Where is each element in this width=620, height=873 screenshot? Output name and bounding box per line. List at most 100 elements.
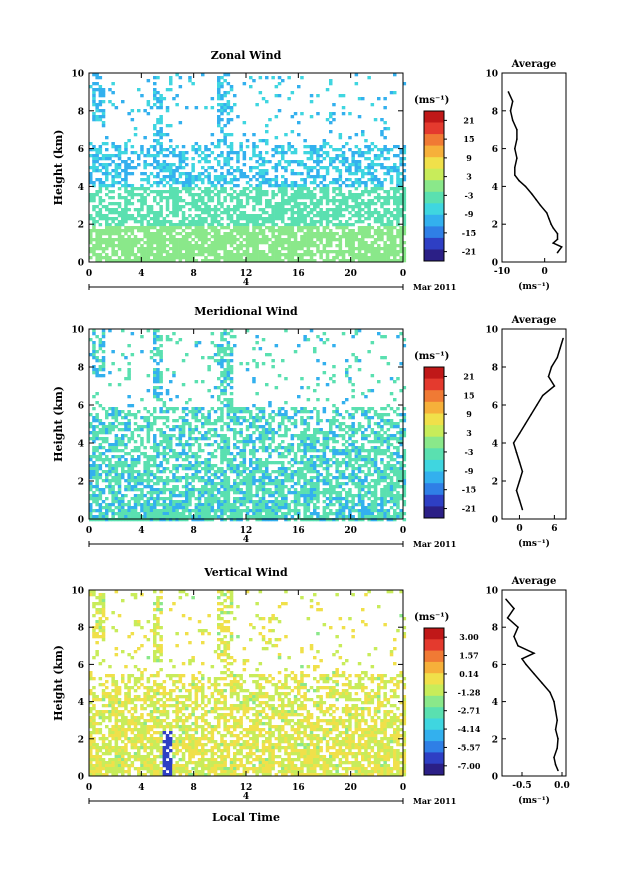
heatmap-cell	[236, 184, 240, 188]
heatmap-cell	[162, 133, 167, 137]
heatmap-cell	[325, 166, 330, 170]
heatmap-cell	[143, 464, 147, 468]
heatmap-cell	[233, 190, 237, 194]
heatmap-cell	[233, 256, 237, 260]
heatmap-cell	[114, 413, 119, 417]
heatmap-cell	[252, 259, 256, 263]
heatmap-cell	[98, 187, 103, 191]
heatmap-cell	[386, 250, 391, 254]
heatmap-cell	[274, 136, 279, 140]
heatmap-cell	[239, 512, 243, 516]
heatmap-cell	[162, 148, 167, 152]
heatmap-cell	[220, 503, 224, 507]
heatmap-cell	[156, 220, 160, 224]
heatmap-cell	[261, 431, 266, 435]
heatmap-cell	[207, 464, 211, 468]
heatmap-cell	[95, 434, 99, 438]
heatmap-cell	[341, 253, 346, 257]
heatmap-cell	[348, 193, 352, 197]
heatmap-cell	[361, 229, 365, 233]
heatmap-cell	[217, 97, 221, 101]
heatmap-cell	[165, 169, 170, 173]
heatmap-cell	[236, 506, 240, 510]
heatmap-cell	[108, 208, 112, 212]
heatmap-cell	[175, 232, 179, 236]
heatmap-cell	[357, 166, 362, 170]
heatmap-cell	[124, 443, 128, 447]
heatmap-cell	[156, 491, 160, 495]
heatmap-cell	[162, 244, 167, 248]
heatmap-cell	[162, 440, 167, 444]
heatmap-cell	[223, 398, 227, 402]
heatmap-cell	[137, 449, 141, 453]
heatmap-cell	[204, 235, 208, 239]
heatmap-cell	[380, 154, 384, 158]
heatmap-cell	[146, 220, 151, 224]
heatmap-cell	[348, 184, 352, 188]
heatmap-cell	[175, 199, 179, 203]
heatmap-cell	[351, 250, 355, 254]
heatmap-cell	[108, 190, 112, 194]
heatmap-cell	[121, 211, 125, 215]
heatmap-cell	[345, 235, 349, 239]
heatmap-cell	[165, 205, 170, 209]
heatmap-cell	[156, 470, 160, 474]
heatmap-cell	[207, 187, 211, 191]
heatmap-cell	[130, 193, 135, 197]
heatmap-cell	[396, 208, 400, 212]
heatmap-cell	[197, 419, 202, 423]
heatmap-cell	[332, 112, 336, 116]
heatmap-cell	[297, 196, 301, 200]
heatmap-cell	[169, 518, 173, 522]
heatmap-cell	[303, 410, 307, 414]
heatmap-cell	[117, 187, 122, 191]
heatmap-cell	[197, 455, 202, 459]
heatmap-cell	[117, 226, 122, 230]
heatmap-cell	[380, 235, 384, 239]
heatmap-cell	[399, 226, 403, 230]
heatmap-cell	[255, 509, 259, 513]
heatmap-cell	[341, 208, 346, 212]
heatmap-cell	[111, 509, 115, 513]
heatmap-cell	[137, 500, 141, 504]
colorbar-segment	[424, 168, 444, 181]
heatmap-cell	[303, 151, 307, 155]
heatmap-cell	[220, 458, 224, 462]
heatmap-cell	[290, 130, 295, 134]
heatmap-cell	[220, 515, 224, 519]
heatmap-cell	[89, 175, 93, 179]
heatmap-cell	[220, 82, 224, 86]
heatmap-cell	[274, 488, 279, 492]
heatmap-cell	[239, 479, 243, 483]
heatmap-cell	[354, 172, 359, 176]
heatmap-cell	[309, 217, 314, 221]
heatmap-cell	[121, 151, 125, 155]
heatmap-cell	[287, 256, 291, 260]
heatmap-cell	[277, 205, 282, 209]
heatmap-cell	[236, 217, 240, 221]
heatmap-cell	[322, 512, 327, 516]
heatmap-cell	[175, 193, 179, 197]
heatmap-cell	[303, 434, 307, 438]
heatmap-cell	[245, 259, 250, 263]
heatmap-cell	[178, 76, 183, 80]
heatmap-cell	[287, 97, 291, 101]
heatmap-cell	[335, 238, 339, 242]
heatmap-cell	[319, 464, 323, 468]
heatmap-cell	[213, 482, 218, 486]
heatmap-cell	[108, 461, 112, 465]
heatmap-cell	[95, 259, 99, 263]
heatmap-cell	[255, 193, 259, 197]
heatmap-cell	[313, 491, 317, 495]
heatmap-cell	[338, 184, 343, 188]
heatmap-cell	[284, 503, 288, 507]
heatmap-cell	[351, 151, 355, 155]
heatmap-cell	[306, 241, 311, 245]
heatmap-cell	[159, 178, 163, 182]
heatmap-cell	[226, 362, 231, 366]
heatmap-cell	[133, 512, 138, 516]
heatmap-cell	[191, 157, 195, 161]
heatmap-cell	[146, 509, 151, 513]
heatmap-cell	[226, 467, 231, 471]
heatmap-cell	[249, 169, 253, 173]
